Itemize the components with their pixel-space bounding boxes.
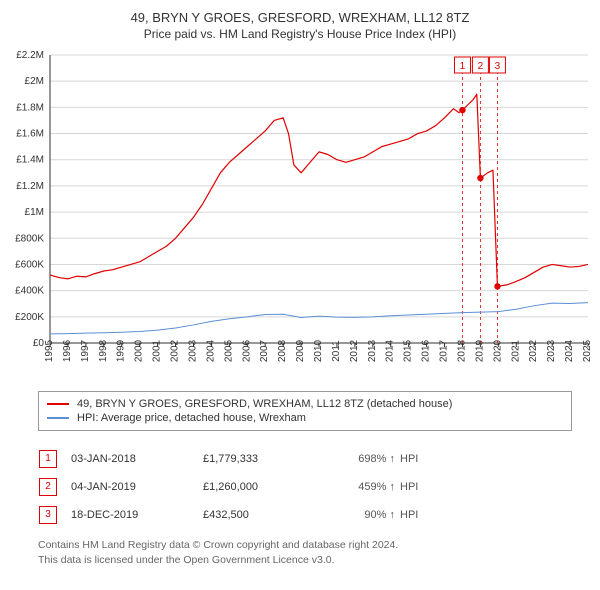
svg-text:£400K: £400K — [15, 286, 44, 297]
title-line1: 49, BRYN Y GROES, GRESFORD, WREXHAM, LL1… — [8, 10, 592, 25]
event-pct: 459% — [358, 481, 386, 493]
event-date: 03-JAN-2018 — [70, 449, 202, 469]
event-num-box: 3 — [39, 506, 57, 524]
event-num-box: 2 — [39, 478, 57, 496]
svg-text:£1.2M: £1.2M — [16, 181, 44, 192]
up-arrow-icon: ↑ — [390, 509, 396, 521]
svg-text:1: 1 — [460, 61, 466, 72]
event-price: £432,500 — [202, 505, 314, 525]
event-hpi-label: HPI — [396, 505, 572, 525]
legend-row: HPI: Average price, detached house, Wrex… — [47, 412, 563, 424]
event-pct: 698% — [358, 453, 386, 465]
event-hpi-label: HPI — [396, 449, 572, 469]
svg-text:£1M: £1M — [25, 207, 44, 218]
svg-text:3: 3 — [495, 61, 501, 72]
event-hpi-label: HPI — [396, 477, 572, 497]
svg-text:£800K: £800K — [15, 233, 44, 244]
footer-note: Contains HM Land Registry data © Crown c… — [38, 539, 572, 567]
svg-text:£2M: £2M — [25, 76, 44, 87]
up-arrow-icon: ↑ — [390, 453, 396, 465]
title-line2: Price paid vs. HM Land Registry's House … — [8, 27, 592, 41]
event-row: 1 03-JAN-2018 £1,779,333 698% ↑ HPI — [38, 449, 572, 469]
svg-text:£2.2M: £2.2M — [16, 50, 44, 61]
event-date: 04-JAN-2019 — [70, 477, 202, 497]
legend-label: HPI: Average price, detached house, Wrex… — [77, 412, 306, 424]
event-num-box: 1 — [39, 450, 57, 468]
svg-text:£1.8M: £1.8M — [16, 102, 44, 113]
event-pct: 90% — [364, 509, 386, 521]
event-price: £1,260,000 — [202, 477, 314, 497]
svg-text:£200K: £200K — [15, 312, 44, 323]
legend-swatch — [47, 403, 69, 405]
legend-swatch — [47, 417, 69, 419]
event-row: 2 04-JAN-2019 £1,260,000 459% ↑ HPI — [38, 477, 572, 497]
svg-text:2: 2 — [478, 61, 484, 72]
svg-text:£1.6M: £1.6M — [16, 129, 44, 140]
up-arrow-icon: ↑ — [390, 481, 396, 493]
footer-line1: Contains HM Land Registry data © Crown c… — [38, 539, 572, 553]
event-price: £1,779,333 — [202, 449, 314, 469]
footer-line2: This data is licensed under the Open Gov… — [38, 554, 572, 568]
event-row: 3 18-DEC-2019 £432,500 90% ↑ HPI — [38, 505, 572, 525]
legend-row: 49, BRYN Y GROES, GRESFORD, WREXHAM, LL1… — [47, 398, 563, 410]
legend: 49, BRYN Y GROES, GRESFORD, WREXHAM, LL1… — [38, 391, 572, 431]
svg-text:£1.4M: £1.4M — [16, 155, 44, 166]
svg-text:£0: £0 — [33, 338, 45, 349]
legend-label: 49, BRYN Y GROES, GRESFORD, WREXHAM, LL1… — [77, 398, 452, 410]
event-date: 18-DEC-2019 — [70, 505, 202, 525]
events-table: 1 03-JAN-2018 £1,779,333 698% ↑ HPI 2 04… — [38, 441, 572, 533]
svg-text:£600K: £600K — [15, 259, 44, 270]
chart: £0 £200K £400K £600K £800K £1M £1.2M £1.4M £1.6M… — [0, 45, 600, 385]
